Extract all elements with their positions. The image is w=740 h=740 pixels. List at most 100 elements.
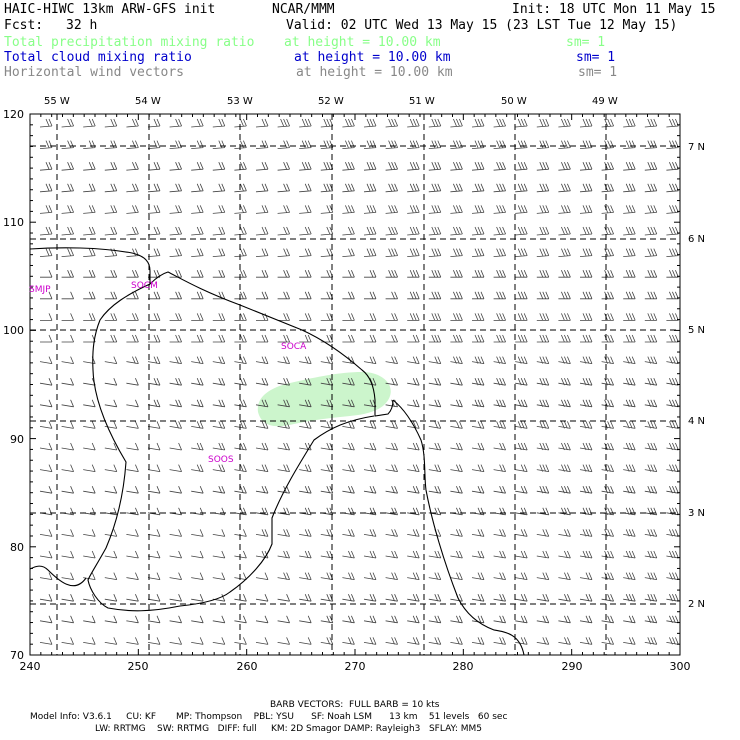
wind-barb xyxy=(169,421,182,429)
wind-barb xyxy=(536,529,550,537)
wind-barb xyxy=(450,226,463,236)
wind-barb xyxy=(644,334,658,343)
wind-barb xyxy=(666,334,679,343)
wind-barb xyxy=(255,421,269,429)
wind-barb xyxy=(623,399,636,408)
wind-barb xyxy=(169,378,182,386)
wind-barb xyxy=(363,615,377,624)
wind-barb xyxy=(364,291,377,300)
wind-barb xyxy=(255,248,269,257)
wind-barb xyxy=(407,507,420,516)
wind-barb xyxy=(666,421,679,429)
wind-barb xyxy=(601,399,614,408)
wind-barb xyxy=(320,442,334,451)
wind-barb xyxy=(536,637,550,645)
wind-barb xyxy=(579,572,593,580)
wind-barb xyxy=(385,162,398,171)
wind-barb xyxy=(515,529,528,537)
field-wind-name: Horizontal wind vectors xyxy=(4,65,185,80)
wind-barb xyxy=(666,637,679,645)
wind-barb xyxy=(579,205,593,214)
wind-barb xyxy=(320,140,334,149)
wind-barb xyxy=(644,162,658,171)
wind-barb xyxy=(407,118,420,128)
wind-barb xyxy=(83,334,96,343)
wind-barb xyxy=(342,464,355,472)
wind-barb xyxy=(61,399,74,408)
wind-barb xyxy=(450,140,463,149)
wind-barb xyxy=(623,356,636,364)
wind-barb xyxy=(299,594,312,602)
wind-barb xyxy=(320,421,334,429)
wind-barb xyxy=(169,205,182,214)
wind-barb xyxy=(428,118,442,128)
wind-barb xyxy=(320,270,334,278)
wind-barb xyxy=(191,291,204,300)
wind-barb xyxy=(644,140,658,149)
wind-barb xyxy=(299,183,312,193)
wind-barb xyxy=(363,140,377,149)
wind-barb xyxy=(191,183,204,193)
wind-barb xyxy=(61,248,74,257)
wind-barb xyxy=(212,162,226,171)
wind-barb xyxy=(277,464,290,472)
wind-barb xyxy=(644,205,658,214)
wind-barb xyxy=(493,399,506,408)
wind-barb xyxy=(169,486,182,494)
wind-barb xyxy=(493,313,506,321)
wind-barb xyxy=(320,205,334,214)
coastline-north xyxy=(29,247,394,417)
wind-barb xyxy=(428,205,442,214)
wind-barb xyxy=(342,486,355,494)
wind-barb xyxy=(277,637,290,645)
wind-barb xyxy=(558,162,571,171)
wind-barb xyxy=(493,356,506,364)
wind-barb xyxy=(601,464,614,472)
wind-barb xyxy=(39,226,53,236)
wind-barb xyxy=(493,183,506,193)
wind-barb xyxy=(212,270,226,278)
wind-barb xyxy=(428,421,442,429)
wind-barb xyxy=(428,356,442,364)
wind-barb xyxy=(536,399,550,408)
wind-barb xyxy=(191,399,204,408)
field-precip-level: at height = 10.00 km xyxy=(284,35,441,50)
lon-label: 50 W xyxy=(501,96,527,107)
wind-barb xyxy=(428,550,442,559)
wind-barb xyxy=(147,637,161,645)
wind-barb xyxy=(342,421,355,429)
wind-barb xyxy=(299,226,312,236)
wind-barb xyxy=(644,464,658,472)
wind-barb xyxy=(666,183,679,193)
wind-barb xyxy=(601,270,614,278)
wind-barb xyxy=(61,226,74,236)
wind-barb xyxy=(601,637,614,645)
wind-barb xyxy=(342,529,355,537)
wind-barb xyxy=(147,550,161,559)
wind-barb xyxy=(299,291,312,300)
wind-barb xyxy=(385,529,398,537)
wind-barb xyxy=(363,464,377,472)
wind-barb xyxy=(407,291,420,300)
wind-barb xyxy=(450,162,463,171)
wind-barb xyxy=(61,615,74,624)
wind-barb xyxy=(256,291,269,300)
wind-barb xyxy=(277,399,290,408)
wind-barb xyxy=(515,162,528,171)
wind-barb xyxy=(104,421,118,429)
wind-barb xyxy=(277,572,290,580)
wind-barb xyxy=(515,615,528,624)
x-tick-labels: 240 250 260 270 280 290 300 xyxy=(20,660,691,673)
wind-barb xyxy=(83,550,96,559)
wind-barb xyxy=(363,486,377,494)
wind-barb xyxy=(385,378,398,386)
wind-barb xyxy=(536,248,550,257)
wind-barb xyxy=(212,248,226,257)
wind-barb xyxy=(39,378,53,386)
wind-barb xyxy=(450,270,463,278)
wind-barb xyxy=(428,615,442,624)
wind-barb xyxy=(471,529,485,537)
wind-barb xyxy=(61,486,74,494)
wind-barb xyxy=(428,226,442,236)
model-info-line-2: LW: RRTMG SW: RRTMG DIFF: full KM: 2D Sm… xyxy=(95,724,482,734)
